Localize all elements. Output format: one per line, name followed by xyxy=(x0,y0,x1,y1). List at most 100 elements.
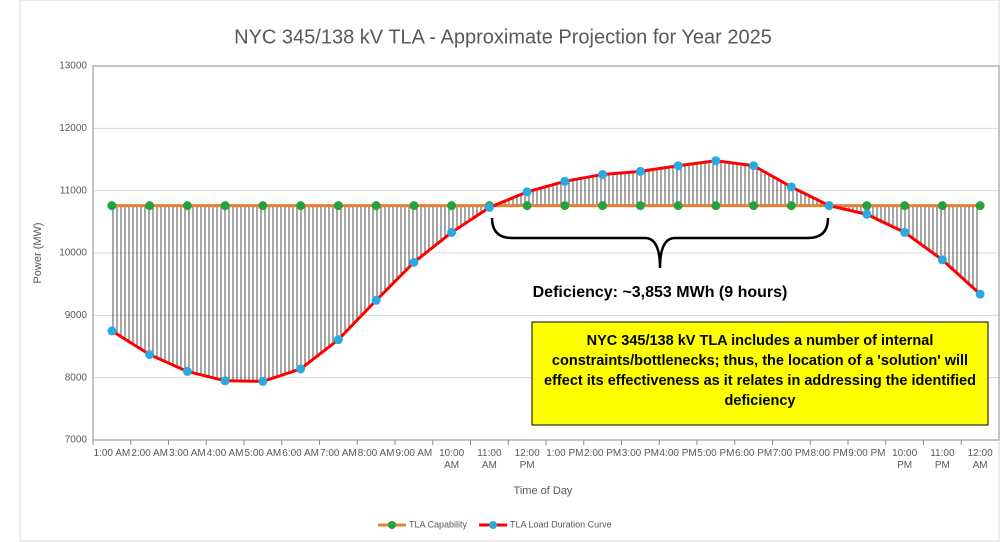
x-tick-label: 6:00 PM xyxy=(735,448,773,459)
y-tick-label: 7000 xyxy=(65,435,88,446)
point xyxy=(484,202,494,212)
point xyxy=(107,326,117,336)
point xyxy=(522,201,532,211)
point xyxy=(522,187,532,197)
x-tick-wrap: 11:00 AM xyxy=(477,448,502,471)
x-tick-label: 8:00 PM xyxy=(810,448,848,459)
x-tick-label: 4:00 PM xyxy=(659,448,697,459)
x-tick-wrap: 8:00 PM xyxy=(810,448,848,459)
x-tick-label: 6:00 AM xyxy=(282,448,319,459)
x-tick-label: 8:00 AM xyxy=(357,448,395,459)
point xyxy=(333,201,343,211)
x-tick-label: 10:00 PM xyxy=(892,448,918,471)
x-tick-wrap: 10:00 AM xyxy=(439,448,465,471)
x-tick-wrap: 3:00 PM xyxy=(621,448,659,459)
x-tick-wrap: 10:00 PM xyxy=(892,448,918,471)
point xyxy=(937,201,947,211)
x-tick-wrap: 3:00 AM xyxy=(169,448,206,459)
x-tick-wrap: 2:00 PM xyxy=(584,448,621,459)
x-tick-label: 9:00 PM xyxy=(848,448,886,459)
point xyxy=(371,295,381,305)
point xyxy=(296,364,306,374)
point xyxy=(220,376,230,386)
point xyxy=(560,176,570,186)
point xyxy=(409,201,419,211)
point xyxy=(900,201,910,211)
x-tick-label: 11:00 AM xyxy=(477,448,502,471)
chart-title: NYC 345/138 kV TLA - Approximate Project… xyxy=(234,26,772,48)
x-tick-label: 12:00 AM xyxy=(967,448,993,471)
point xyxy=(635,201,645,211)
point xyxy=(711,156,721,166)
x-tick-label: 7:00 AM xyxy=(320,448,357,459)
series-line xyxy=(111,159,982,383)
x-tick-label: 5:00 AM xyxy=(244,448,282,459)
point xyxy=(447,201,457,211)
legend-marker xyxy=(388,521,396,529)
point xyxy=(145,350,155,360)
x-tick-wrap: 6:00 AM xyxy=(282,448,319,459)
point xyxy=(749,161,759,171)
y-axis-title: Power (MW) xyxy=(32,222,44,283)
legend-marker xyxy=(489,521,498,529)
point xyxy=(296,201,306,211)
point xyxy=(182,366,192,376)
deficiency-brace xyxy=(490,217,830,269)
point xyxy=(673,201,683,211)
legend-label: TLA Load Duration Curve xyxy=(510,519,612,529)
point xyxy=(258,376,268,386)
x-tick-wrap: 6:00 PM xyxy=(735,448,773,459)
x-tick-label: 3:00 PM xyxy=(621,448,659,459)
x-tick-label: 4:00 AM xyxy=(206,448,244,459)
x-tick-label: 11:00 PM xyxy=(930,448,955,471)
legend-label: TLA Capability xyxy=(409,519,468,529)
point xyxy=(333,335,343,345)
point xyxy=(560,201,570,211)
point xyxy=(182,201,192,211)
x-tick-wrap: 12:00 PM xyxy=(514,448,540,471)
point xyxy=(409,257,419,267)
x-tick-label: 9:00 AM xyxy=(395,448,433,459)
point xyxy=(258,201,268,211)
x-tick-wrap: 4:00 AM xyxy=(206,448,244,459)
point xyxy=(749,201,759,211)
x-tick-wrap: 4:00 PM xyxy=(659,448,697,459)
x-tick-wrap: 1:00 AM xyxy=(93,448,131,459)
x-tick-wrap: 9:00 PM xyxy=(848,448,886,459)
point xyxy=(107,201,117,211)
x-tick-wrap: 9:00 AM xyxy=(395,448,433,459)
x-tick-wrap: 11:00 PM xyxy=(930,448,955,471)
deficiency-hatch xyxy=(111,160,981,382)
note-wrap: NYC 345/138 kV TLA includes a number of … xyxy=(544,333,976,409)
x-tick-wrap: 12:00 AM xyxy=(967,448,993,471)
point xyxy=(975,289,985,299)
point xyxy=(900,227,910,237)
point xyxy=(937,255,947,265)
x-tick-wrap: 8:00 AM xyxy=(357,448,395,459)
point xyxy=(975,201,985,211)
x-tick-wrap: 1:00 PM xyxy=(546,448,583,459)
x-tick-label: 7:00 PM xyxy=(772,448,810,459)
point xyxy=(598,201,608,211)
point xyxy=(862,201,872,211)
point xyxy=(786,182,796,192)
point xyxy=(447,227,457,237)
point xyxy=(635,166,645,176)
point xyxy=(371,201,381,211)
x-axis-title: Time of Day xyxy=(514,485,573,497)
point xyxy=(862,209,872,219)
x-tick-wrap: 5:00 PM xyxy=(697,448,735,459)
x-tick-wrap: 7:00 AM xyxy=(320,448,357,459)
x-tick-label: 10:00 AM xyxy=(439,448,465,471)
x-tick-label: 12:00 PM xyxy=(514,448,540,471)
x-tick-label: 3:00 AM xyxy=(169,448,206,459)
x-tick-label: 5:00 PM xyxy=(697,448,735,459)
point xyxy=(673,161,683,171)
x-tick-wrap: 2:00 AM xyxy=(131,448,168,459)
point xyxy=(220,201,230,211)
series-layer xyxy=(107,156,985,386)
note-text: NYC 345/138 kV TLA includes a number of … xyxy=(544,333,976,409)
x-tick-label: 1:00 AM xyxy=(93,448,131,459)
point xyxy=(598,169,608,179)
